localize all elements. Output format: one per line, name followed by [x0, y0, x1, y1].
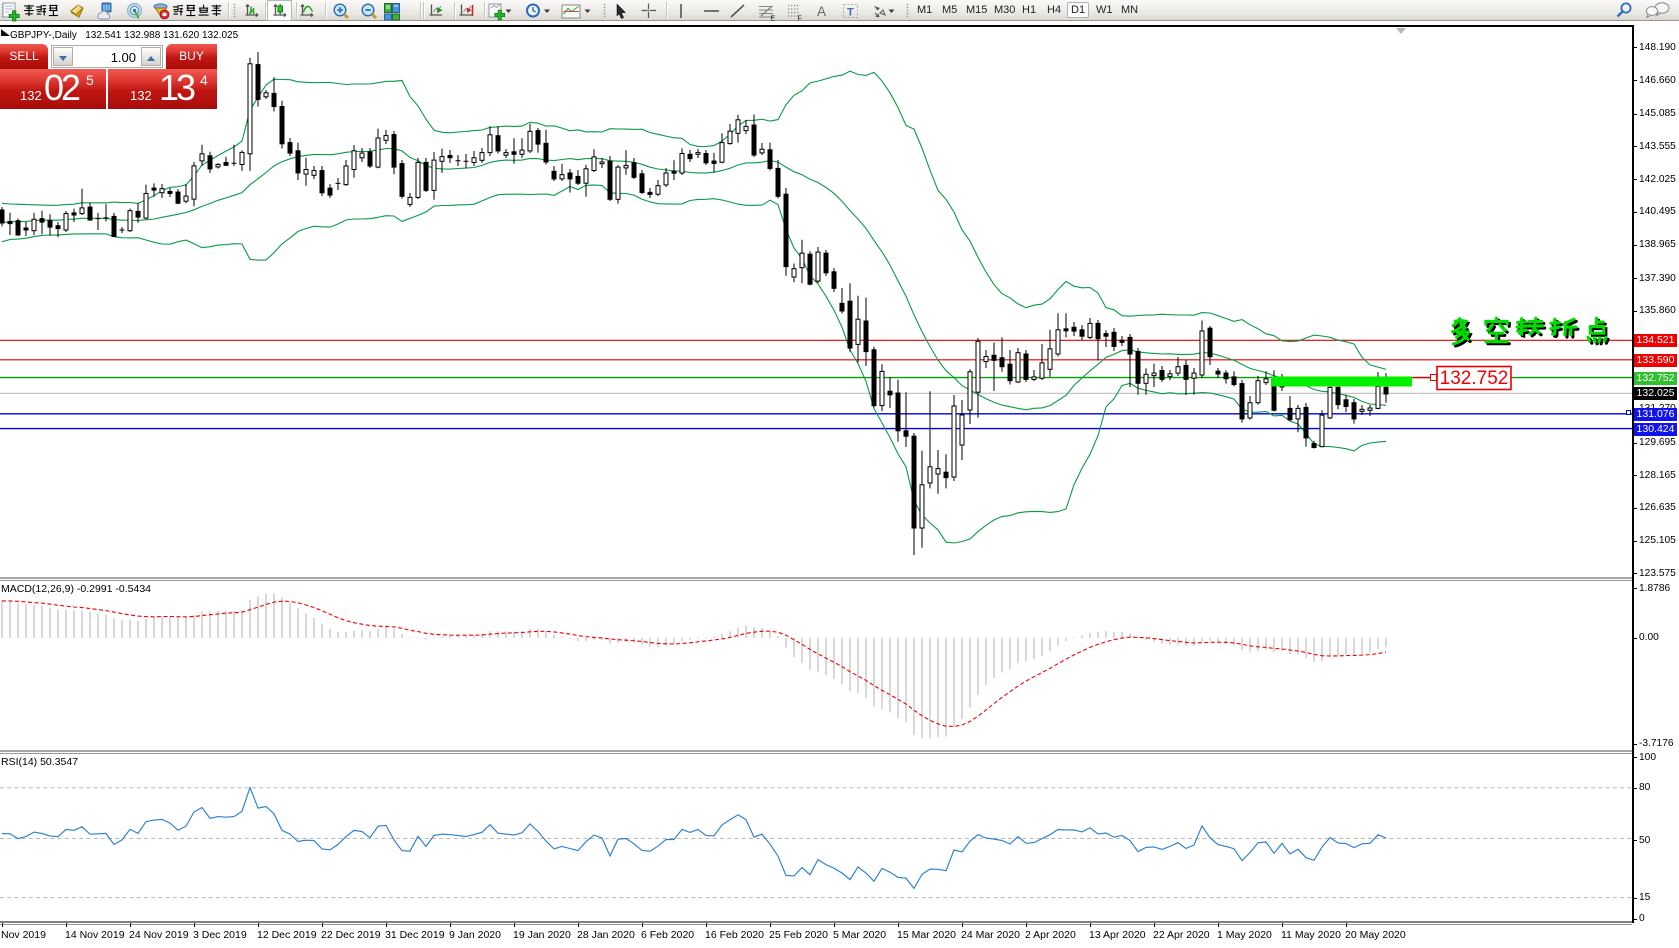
- svg-text:T: T: [847, 7, 854, 19]
- svg-text:E: E: [771, 16, 776, 23]
- svg-text:F: F: [798, 16, 802, 23]
- svg-text:A: A: [817, 4, 826, 19]
- svg-text:132.752: 132.752: [1440, 368, 1509, 389]
